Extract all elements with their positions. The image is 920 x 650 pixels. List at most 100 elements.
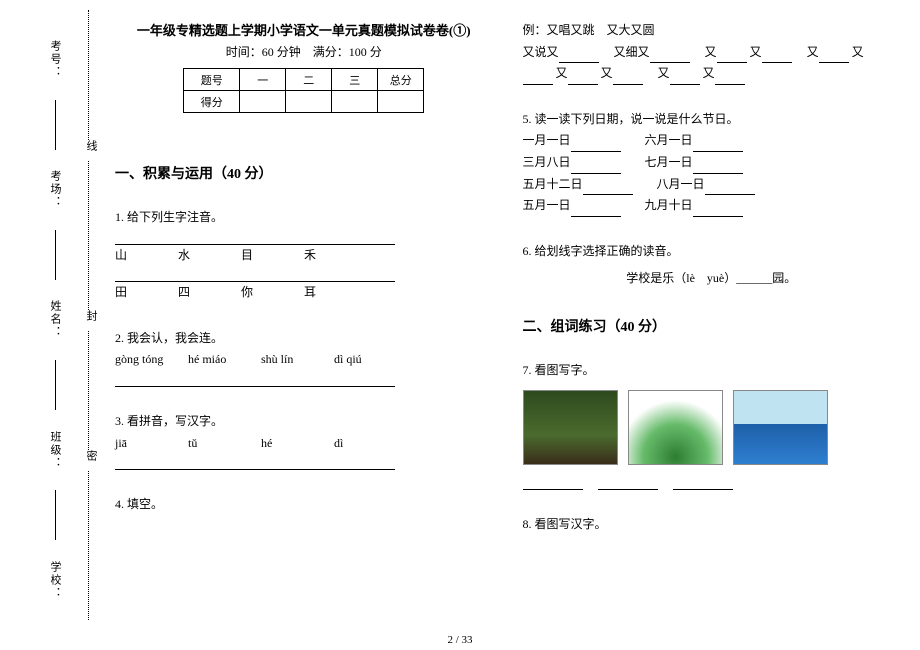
question-7: 7. 看图写字。 [523,360,901,490]
q2-stem: 2. 我会认，我会连。 [115,328,493,350]
answer-line [115,268,395,282]
q5-row: 五月一日 九月十日 [523,195,901,217]
answer-line [115,456,395,470]
txt: 又 [703,66,715,80]
binding-label: 考号： [47,40,63,79]
pinyin: hé [261,433,331,455]
blank [819,49,849,63]
char: 禾 [304,245,364,267]
cell: 得分 [184,91,240,113]
date: 七月一日 [645,155,693,169]
binding-label: 考场： [47,170,63,209]
binding-word: 封 [83,310,99,331]
char: 田 [115,282,175,304]
char: 耳 [304,282,364,304]
blank [559,49,599,63]
binding-label: 姓名： [47,300,63,339]
pinyin: dì qiú [334,349,404,371]
question-2: 2. 我会认，我会连。 gòng tóng hé miáo shù lín dì… [115,328,493,387]
date: 五月十二日 [523,177,583,191]
q4-stem: 4. 填空。 [115,494,493,516]
q5-stem: 5. 读一读下列日期，说一说是什么节日。 [523,109,901,131]
txt: 又 [795,45,819,59]
pinyin: shù lín [261,349,331,371]
pinyin: dì [334,433,404,455]
question-4: 4. 填空。 [115,494,493,516]
pinyin: hé miáo [188,349,258,371]
question-1: 1. 给下列生字注音。 山 水 目 禾 田 四 你 耳 [115,207,493,304]
right-column: 例：又唱又跳 又大又圆 又说又 又细又 又 又 又 又 又 又 又 又 5. 读… [523,20,901,630]
binding-margin: 考号： 考场： 姓名： 班级： 学校： 线 封 密 [0,0,110,650]
binding-line [55,100,56,150]
answer-line [115,373,395,387]
q5-row: 一月一日 六月一日 [523,130,901,152]
cell [286,91,332,113]
question-8: 8. 看图写汉字。 [523,514,901,536]
char: 四 [178,282,238,304]
txt: 又 [852,45,864,59]
question-6: 6. 给划线字选择正确的读音。 学校是乐（lè yuè）______园。 [523,241,901,290]
page-number: 2 / 33 [0,634,920,646]
q5-row: 三月八日 七月一日 [523,152,901,174]
date: 九月十日 [645,198,693,212]
char: 水 [178,245,238,267]
header-block: 一年级专精选题上学期小学语文一单元真题模拟试卷卷(①) 时间：60 分钟 满分：… [115,20,493,143]
blank [705,181,755,195]
q7-stem: 7. 看图写字。 [523,360,901,382]
cell: 一 [240,69,286,91]
txt: 又 [646,66,670,80]
txt: 又 [693,45,717,59]
q1-row: 山 水 目 禾 [115,245,493,267]
binding-line [55,230,56,280]
date: 五月一日 [523,198,571,212]
binding-word: 密 [83,450,99,471]
char: 目 [241,245,301,267]
q1-stem: 1. 给下列生字注音。 [115,207,493,229]
binding-line [55,360,56,410]
pinyin: gòng tóng [115,349,185,371]
blank [571,138,621,152]
blank [523,71,553,85]
pinyin: tǔ [188,433,258,455]
exam-subtitle: 时间：60 分钟 满分：100 分 [115,43,493,60]
binding-label: 学校： [47,561,63,600]
q6-line: 学校是乐（lè yuè）______园。 [523,268,901,290]
date: 六月一日 [645,133,693,147]
blank [762,49,792,63]
blank [717,49,747,63]
score-table: 题号 一 二 三 总分 得分 [183,68,424,113]
cell [240,91,286,113]
cell [332,91,378,113]
table-row: 题号 一 二 三 总分 [184,69,424,91]
q3-pinyin: jiā tǔ hé dì [115,433,493,455]
blank [568,71,598,85]
cell [378,91,424,113]
txt: 又说又 [523,45,559,59]
blank [523,476,583,490]
binding-dotted-line: 线 封 密 [88,10,89,620]
answer-line [115,231,395,245]
binding-label: 班级： [47,431,63,470]
txt: 又细又 [602,45,650,59]
question-5: 5. 读一读下列日期，说一说是什么节日。 一月一日 六月一日 三月八日 七月一日… [523,109,901,217]
blank [693,160,743,174]
date: 八月一日 [657,177,705,191]
blank [598,476,658,490]
pinyin: jiā [115,433,185,455]
left-column: 一年级专精选题上学期小学语文一单元真题模拟试卷卷(①) 时间：60 分钟 满分：… [115,20,493,630]
blank [583,181,633,195]
exam-title: 一年级专精选题上学期小学语文一单元真题模拟试卷卷(①) [115,20,493,39]
blank [693,138,743,152]
char: 山 [115,245,175,267]
question-4-continued: 例：又唱又跳 又大又圆 又说又 又细又 又 又 又 又 又 又 又 又 [523,20,901,85]
char: 你 [241,282,301,304]
cell: 二 [286,69,332,91]
page-body: 一年级专精选题上学期小学语文一单元真题模拟试卷卷(①) 时间：60 分钟 满分：… [115,20,900,630]
q4-line2: 又 又 又 又 [523,63,901,85]
blank [571,203,621,217]
q8-stem: 8. 看图写汉字。 [523,514,901,536]
section-1-title: 一、积累与运用（40 分） [115,163,493,183]
image-forest [523,390,618,465]
cell: 题号 [184,69,240,91]
binding-line [55,490,56,540]
